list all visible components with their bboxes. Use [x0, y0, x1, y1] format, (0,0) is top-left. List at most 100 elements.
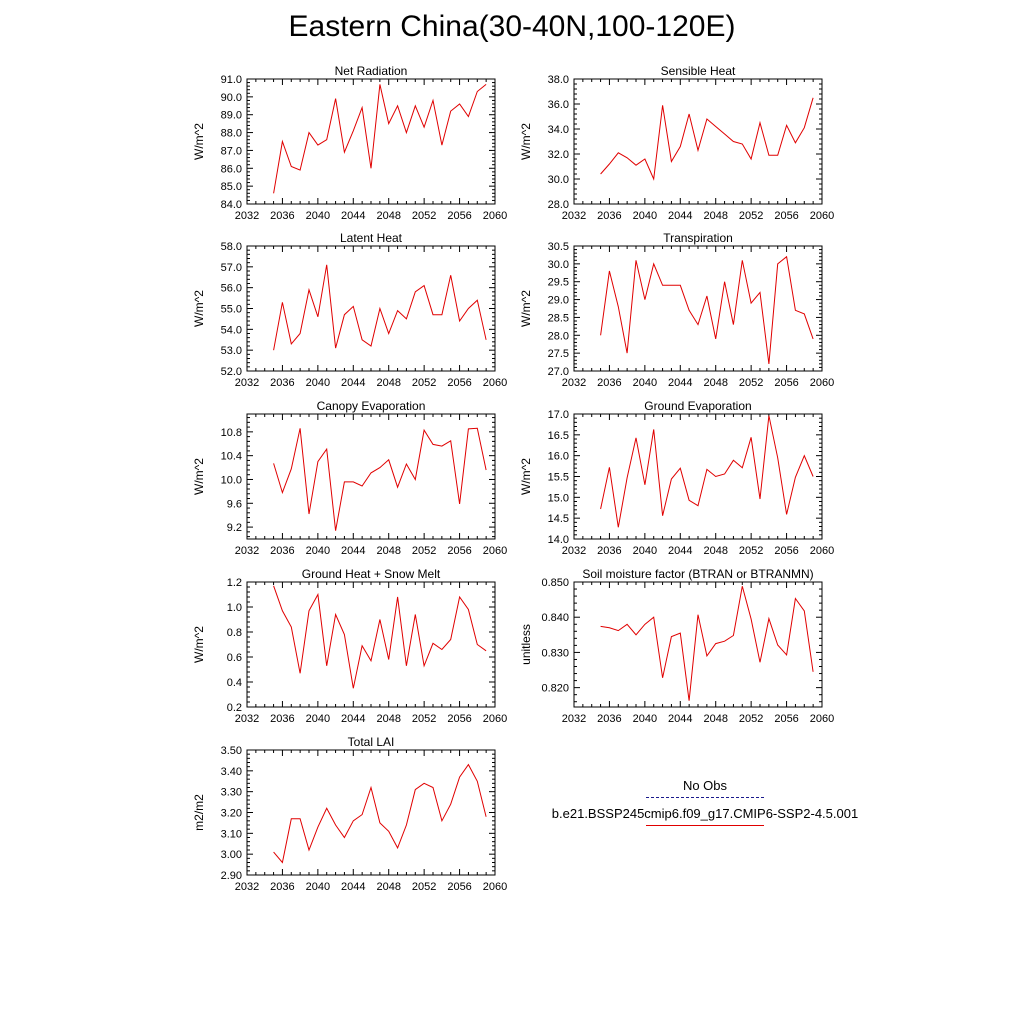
y-tick-label: 14.5: [548, 513, 569, 525]
x-tick-label: 2056: [447, 713, 471, 725]
x-tick-label: 2036: [597, 713, 621, 725]
y-tick-label: 27.5: [548, 348, 569, 360]
y-tick-label: 58.0: [221, 241, 242, 253]
y-tick-label: 30.0: [548, 174, 569, 186]
x-tick-label: 2056: [447, 377, 471, 389]
x-tick-label: 2044: [668, 545, 692, 557]
x-tick-label: 2040: [306, 377, 330, 389]
panel-5: Canopy Evaporation W/m^2 2032 2036 2040 2044 2…: [192, 399, 507, 557]
series-line: [273, 763, 487, 864]
y-tick-label: 85.0: [221, 181, 242, 193]
y-tick-label: 36.0: [548, 99, 569, 111]
panel-3: Latent Heat W/m^2 2032 2036 2040 2044 2048 2052…: [192, 231, 507, 389]
y-tick-label: 86.0: [221, 163, 242, 175]
x-tick-label: 2056: [447, 210, 471, 222]
y-tick-label: 91.0: [221, 74, 242, 86]
y-tick-label: 10.0: [221, 474, 242, 486]
y-tick-label: 15.0: [548, 492, 569, 504]
x-tick-label: 2032: [235, 210, 259, 222]
x-tick-label: 2060: [483, 881, 507, 893]
x-tick-label: 2048: [376, 377, 400, 389]
y-tick-label: 29.5: [548, 277, 569, 289]
plot-frame: [246, 581, 496, 708]
y-tick-label: 1.2: [227, 577, 242, 589]
series-line: [273, 264, 487, 351]
x-tick-label: 2060: [810, 545, 834, 557]
y-axis-label: W/m^2: [192, 626, 206, 663]
x-tick-label: 2052: [739, 545, 763, 557]
y-tick-label: 30.0: [548, 259, 569, 271]
x-tick-label: 2056: [447, 881, 471, 893]
x-tick-label: 2052: [412, 713, 436, 725]
y-tick-label: 0.820: [541, 683, 569, 695]
series-line: [600, 255, 814, 364]
y-tick-label: 10.8: [221, 427, 242, 439]
legend-run-swatch: [646, 825, 764, 826]
y-tick-label: 34.0: [548, 124, 569, 136]
y-tick-label: 3.00: [221, 849, 242, 861]
x-tick-label: 2036: [270, 377, 294, 389]
series-line: [600, 415, 814, 528]
legend: No Obs b.e21.BSSP245cmip6.f09_g17.CMIP6-…: [520, 778, 890, 826]
x-tick-label: 2056: [447, 545, 471, 557]
y-tick-label: 3.10: [221, 828, 242, 840]
x-tick-label: 2060: [810, 210, 834, 222]
x-tick-label: 2048: [703, 210, 727, 222]
y-tick-label: 89.0: [221, 110, 242, 122]
x-tick-label: 2048: [703, 713, 727, 725]
y-tick-label: 28.5: [548, 312, 569, 324]
x-tick-label: 2056: [774, 210, 798, 222]
y-tick-label: 54.0: [221, 324, 242, 336]
x-tick-label: 2060: [483, 377, 507, 389]
x-tick-label: 2060: [483, 210, 507, 222]
panel-4: Transpiration W/m^2 2032 2036 2040 2044 2048 20…: [519, 231, 834, 389]
panel-title: Net Radiation: [335, 64, 408, 78]
y-tick-label: 53.0: [221, 345, 242, 357]
x-tick-label: 2056: [774, 377, 798, 389]
y-tick-label: 56.0: [221, 283, 242, 295]
series-line: [273, 427, 487, 531]
plot-frame: [246, 413, 496, 540]
x-tick-label: 2032: [562, 210, 586, 222]
x-tick-label: 2036: [597, 377, 621, 389]
x-tick-label: 2052: [412, 545, 436, 557]
x-tick-label: 2060: [483, 545, 507, 557]
y-tick-label: 52.0: [221, 366, 242, 378]
x-tick-label: 2040: [306, 545, 330, 557]
legend-obs-label: No Obs: [682, 778, 728, 793]
y-tick-label: 88.0: [221, 128, 242, 140]
y-tick-label: 28.0: [548, 330, 569, 342]
panel-title: Ground Heat + Snow Melt: [302, 567, 441, 581]
y-axis-label: W/m^2: [192, 123, 206, 160]
x-tick-label: 2048: [376, 545, 400, 557]
plot-frame: [573, 245, 823, 372]
x-tick-label: 2040: [306, 210, 330, 222]
x-tick-label: 2044: [668, 210, 692, 222]
x-tick-label: 2032: [235, 713, 259, 725]
panel-title: Canopy Evaporation: [317, 399, 426, 413]
y-tick-label: 17.0: [548, 409, 569, 421]
x-tick-label: 2060: [483, 713, 507, 725]
x-tick-label: 2036: [270, 545, 294, 557]
x-tick-label: 2032: [235, 881, 259, 893]
y-tick-label: 0.850: [541, 577, 569, 589]
y-axis-label: unitless: [519, 624, 533, 665]
x-tick-label: 2036: [597, 545, 621, 557]
y-tick-label: 30.5: [548, 241, 569, 253]
y-axis-label: W/m^2: [192, 458, 206, 495]
x-tick-label: 2048: [376, 713, 400, 725]
x-tick-label: 2040: [306, 881, 330, 893]
x-tick-label: 2036: [270, 713, 294, 725]
plot-frame: [246, 749, 496, 876]
x-tick-label: 2044: [341, 545, 365, 557]
y-tick-label: 0.8: [227, 627, 242, 639]
y-tick-label: 3.50: [221, 745, 242, 757]
panel-title: Total LAI: [348, 735, 395, 749]
x-tick-label: 2052: [412, 377, 436, 389]
x-tick-label: 2040: [306, 713, 330, 725]
panel-1: Net Radiation W/m^2 2032 2036 2040 2044 2048 20…: [192, 64, 507, 222]
y-tick-label: 14.0: [548, 534, 569, 546]
panel-title: Sensible Heat: [661, 64, 736, 78]
x-tick-label: 2044: [341, 881, 365, 893]
y-tick-label: 0.6: [227, 652, 242, 664]
